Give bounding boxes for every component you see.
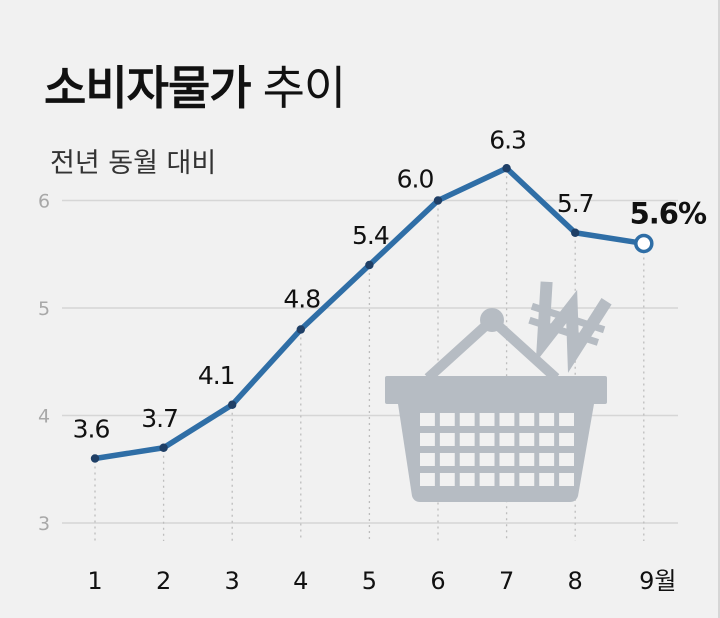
basket-grid-cell <box>459 453 475 466</box>
x-tick-label: 7 <box>499 567 514 595</box>
basket-handle <box>424 315 560 382</box>
basket-grid-cell <box>439 433 455 446</box>
data-point <box>502 164 511 173</box>
data-label: 6.0 <box>397 165 434 194</box>
x-tick-label: 8 <box>568 567 583 595</box>
data-point <box>228 400 237 409</box>
basket-grid-cell <box>459 413 475 426</box>
data-label: 6.3 <box>489 125 526 154</box>
basket-grid-cell <box>559 453 574 466</box>
basket-grid-cell <box>519 413 535 426</box>
basket-grid-cell <box>519 433 535 446</box>
won-bar-bottom <box>528 316 599 346</box>
data-point <box>571 228 580 237</box>
x-tick-label: 1 <box>87 567 102 595</box>
basket-grid-cell <box>519 473 535 486</box>
basket-rim <box>385 376 607 404</box>
x-tick-label: 4 <box>293 567 308 595</box>
x-tick-label: 2 <box>156 567 171 595</box>
series <box>90 164 654 463</box>
basket-grid-cell <box>439 413 455 426</box>
basket-grid-cell <box>479 433 495 446</box>
basket-grid-cell <box>479 453 495 466</box>
basket-grid-cell <box>539 453 555 466</box>
title-suffix: 추이 <box>262 61 347 115</box>
basket-grid-cell <box>499 473 515 486</box>
data-point <box>296 325 305 334</box>
basket-grid-cell <box>420 473 435 486</box>
data-point-highlight <box>634 233 654 254</box>
data-label: 4.8 <box>283 285 320 314</box>
basket-grid-cell <box>559 433 574 446</box>
chart-title: 소비자물가 추이 <box>44 52 347 118</box>
basket-grid-cell <box>420 453 435 466</box>
basket-grid-cell <box>479 413 495 426</box>
data-point <box>90 454 100 463</box>
x-tick-label: 9월 <box>639 567 676 595</box>
won-sign-icon <box>528 281 612 373</box>
data-label: 5.7 <box>557 189 594 218</box>
data-point <box>365 260 374 270</box>
data-label: 3.7 <box>141 404 178 433</box>
basket-grid-cell <box>539 473 555 486</box>
data-labels: 3.6 3.7 4.1 4.8 5.4 6.0 6.3 5.7 5.6% <box>73 125 708 444</box>
y-tick-label: 5 <box>38 298 50 320</box>
title-main: 소비자물가 <box>44 61 252 115</box>
basket-grid-cell <box>420 413 435 426</box>
basket-grid-cell <box>559 413 574 426</box>
basket-grid-cell <box>479 473 495 486</box>
won-bar-top <box>530 302 606 334</box>
basket-grid-cell <box>499 453 515 466</box>
basket-grid-cell <box>439 453 455 466</box>
y-tick-label: 6 <box>38 191 50 213</box>
basket-grid-cell <box>539 433 555 446</box>
basket-grid-cell <box>420 433 435 446</box>
x-tick-label: 5 <box>362 567 377 595</box>
basket-grid-cell <box>439 473 455 486</box>
basket-grid-cell <box>519 453 535 466</box>
basket-grid-cell <box>499 433 515 446</box>
data-label: 4.1 <box>198 361 235 390</box>
basket-grid-cell <box>459 433 475 446</box>
data-label: 5.6% <box>630 197 707 231</box>
basket-grid-cell <box>539 413 555 426</box>
basket-won-icon <box>385 281 612 502</box>
y-tick-label: 3 <box>38 513 50 535</box>
axes: 3 4 5 6 1 2 3 4 5 6 7 8 9월 <box>38 191 677 596</box>
data-point <box>433 196 443 205</box>
x-tick-label: 6 <box>430 567 445 595</box>
basket-grid-cell <box>559 473 574 486</box>
basket-grid-cell <box>499 413 515 426</box>
chart-subtitle: 전년 동월 대비 <box>50 148 217 179</box>
data-point <box>159 443 168 452</box>
data-label: 3.6 <box>73 415 110 444</box>
y-tick-label: 4 <box>38 406 50 428</box>
data-label: 5.4 <box>352 221 389 250</box>
x-tick-label: 3 <box>225 567 240 595</box>
basket-grid-cell <box>459 473 475 486</box>
